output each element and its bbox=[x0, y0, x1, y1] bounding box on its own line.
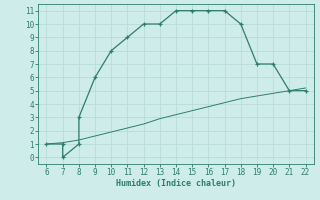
X-axis label: Humidex (Indice chaleur): Humidex (Indice chaleur) bbox=[116, 179, 236, 188]
